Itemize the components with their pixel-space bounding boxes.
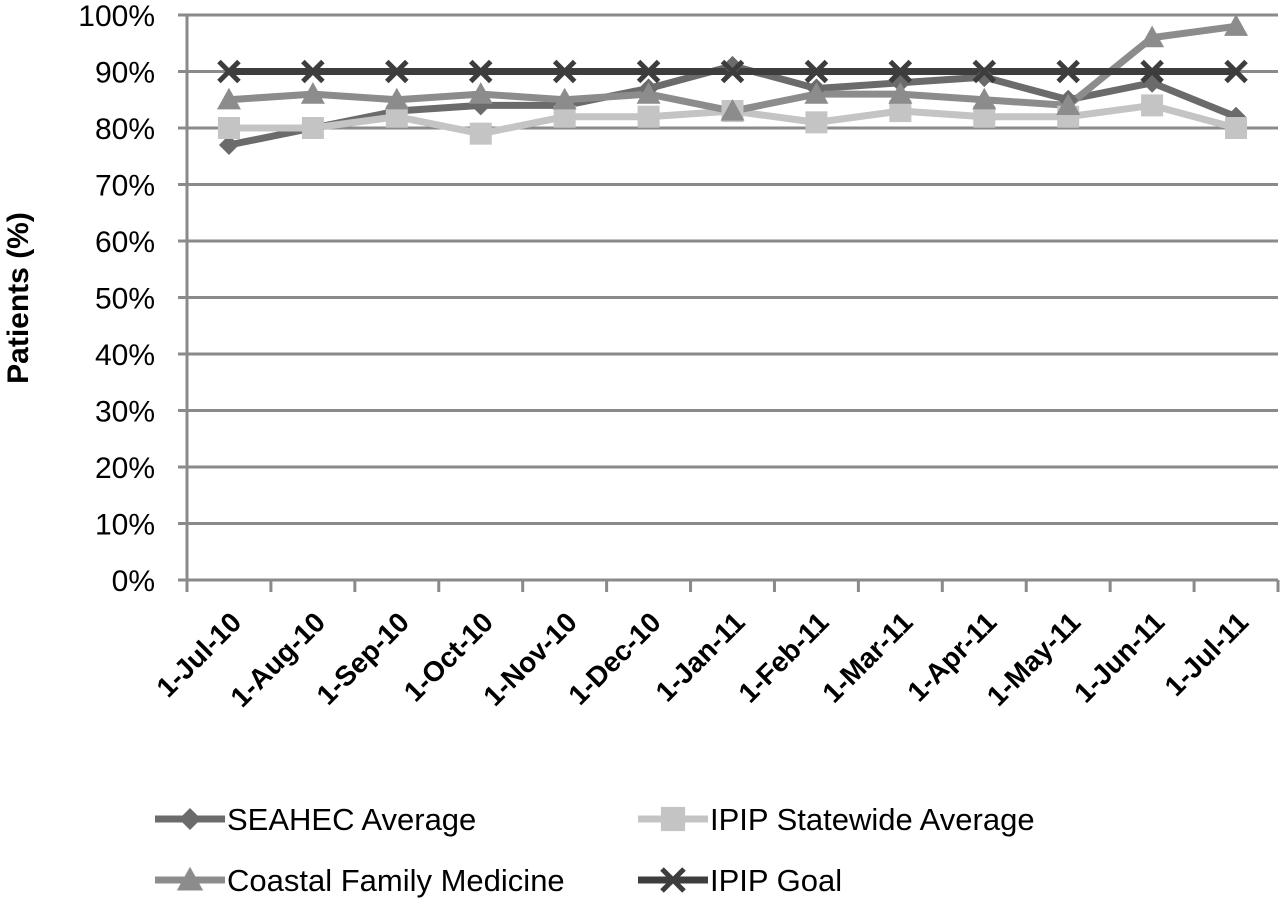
legend-marker-ipip-statewide-average <box>660 806 686 832</box>
data-point-coastal-family-medicine <box>972 87 997 110</box>
legend-label-seahec-average: SEAHEC Average <box>227 802 476 837</box>
data-point-coastal-family-medicine <box>384 87 409 110</box>
legend-label-coastal-family-medicine: Coastal Family Medicine <box>227 863 565 898</box>
data-point-coastal-family-medicine <box>300 82 325 104</box>
data-point-coastal-family-medicine <box>636 82 661 104</box>
data-point-ipip-goal <box>804 59 829 84</box>
data-point-ipip-goal <box>1224 59 1248 84</box>
data-point-seahec-average <box>722 55 743 76</box>
legend-marker-ipip-goal <box>660 867 686 893</box>
data-point-coastal-family-medicine <box>888 82 913 104</box>
y-tick-label: 90% <box>95 57 155 90</box>
data-point-coastal-family-medicine <box>720 99 745 121</box>
x-tick-label: 1-Sep-10 <box>311 606 415 710</box>
legend-marker-coastal-family-medicine <box>176 866 204 891</box>
x-tick-label: 1-Jul-11 <box>1159 606 1255 702</box>
x-tick-label: 1-Nov-10 <box>477 606 583 712</box>
axes <box>178 13 1280 592</box>
data-point-ipip-goal <box>1056 59 1080 84</box>
data-point-ipip-goal <box>301 59 325 84</box>
data-point-ipip-goal <box>636 59 661 84</box>
data-point-ipip-goal <box>217 59 241 84</box>
x-tick-label: 1-Dec-10 <box>562 606 666 710</box>
data-point-ipip-statewide-average <box>889 100 912 123</box>
data-point-seahec-average <box>974 67 995 88</box>
data-point-coastal-family-medicine <box>1056 93 1081 115</box>
data-point-ipip-goal <box>468 59 493 84</box>
y-tick-label: 80% <box>95 113 155 146</box>
series-markers <box>216 14 1249 155</box>
y-tick-label: 60% <box>95 226 155 259</box>
data-point-ipip-goal <box>552 59 577 84</box>
data-point-coastal-family-medicine <box>468 82 493 104</box>
data-point-ipip-statewide-average <box>469 122 492 145</box>
y-tick-label: 30% <box>95 396 155 429</box>
data-point-ipip-statewide-average <box>637 105 660 128</box>
data-point-ipip-statewide-average <box>217 117 240 139</box>
legend: SEAHEC Average IPIP Statewide Average Coas… <box>155 802 1035 898</box>
data-point-ipip-goal <box>972 59 997 84</box>
data-point-coastal-family-medicine <box>1224 14 1249 36</box>
data-point-ipip-statewide-average <box>553 105 576 128</box>
y-tick-label: 50% <box>95 283 155 316</box>
data-point-seahec-average <box>218 134 239 155</box>
legend-label-ipip-statewide-average: IPIP Statewide Average <box>710 802 1035 837</box>
x-tick-label: 1-Jan-11 <box>650 606 751 707</box>
y-tick-label: 100% <box>78 0 155 33</box>
y-axis-label: Patients (%) <box>2 212 35 384</box>
x-tick-labels: 1-Jul-101-Aug-101-Sep-101-Oct-101-Nov-10… <box>150 606 1254 713</box>
data-point-ipip-statewide-average <box>805 111 828 134</box>
data-point-coastal-family-medicine <box>1140 25 1165 48</box>
data-point-ipip-statewide-average <box>973 105 996 128</box>
legend-marker-seahec-average <box>179 808 201 830</box>
legend-label-ipip-goal: IPIP Goal <box>710 863 842 898</box>
data-point-ipip-statewide-average <box>1141 94 1164 117</box>
x-tick-label: 1-May-11 <box>981 606 1087 712</box>
y-tick-label: 10% <box>95 509 155 542</box>
data-point-ipip-statewide-average <box>301 117 324 139</box>
data-point-ipip-goal <box>720 59 745 84</box>
data-point-coastal-family-medicine <box>804 82 829 104</box>
y-tick-labels: 0% 10% 20% 30% 40% 50% 60% 70% 80% 90% 100% <box>78 0 155 598</box>
y-tick-label: 70% <box>95 170 155 203</box>
y-tick-label: 0% <box>112 565 155 598</box>
y-tick-label: 40% <box>95 339 155 372</box>
data-point-ipip-goal <box>1140 59 1164 84</box>
y-tick-label: 20% <box>95 452 155 485</box>
x-tick-label: 1-Jun-11 <box>1068 606 1170 708</box>
data-point-ipip-goal <box>385 59 409 84</box>
data-point-coastal-family-medicine <box>552 87 577 110</box>
data-point-ipip-statewide-average <box>1225 117 1248 139</box>
x-tick-label: 1-Mar-11 <box>816 606 918 708</box>
x-tick-label: 1-Feb-11 <box>732 606 834 708</box>
data-point-coastal-family-medicine <box>216 87 241 110</box>
data-point-ipip-goal <box>888 59 913 84</box>
data-point-ipip-statewide-average <box>385 105 408 128</box>
